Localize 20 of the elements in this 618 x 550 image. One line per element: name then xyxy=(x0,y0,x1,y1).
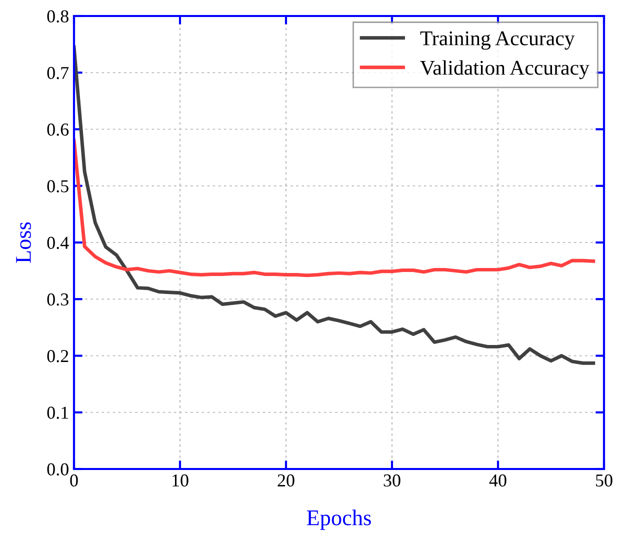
y-tick-label: 0.7 xyxy=(47,66,69,80)
x-tick-label: 50 xyxy=(596,474,612,487)
x-tick-label: 10 xyxy=(172,474,188,487)
y-tick-label: 0.6 xyxy=(47,124,69,136)
y-tick-label: 0.2 xyxy=(47,350,68,362)
y-tick-label: 0.1 xyxy=(47,406,68,419)
x-tick-label: 20 xyxy=(278,474,294,487)
y-tick-label: 0.8 xyxy=(47,10,68,23)
x-axis-title: Epochs xyxy=(306,510,371,530)
x-tick-label: 0 xyxy=(70,474,78,487)
y-tick-label: 0.0 xyxy=(47,463,68,476)
y-tick-label: 0.4 xyxy=(47,236,69,250)
y-tick-label: 0.5 xyxy=(47,180,68,192)
y-axis-title: Loss xyxy=(16,222,31,263)
x-tick-label: 40 xyxy=(489,474,506,487)
x-tick-label: 30 xyxy=(384,474,400,487)
y-tick-label: 0.3 xyxy=(47,293,68,306)
line-series xyxy=(74,138,596,278)
legend-label: Validation Accuracy xyxy=(420,60,590,80)
legend-label: Training Accuracy xyxy=(420,31,575,50)
